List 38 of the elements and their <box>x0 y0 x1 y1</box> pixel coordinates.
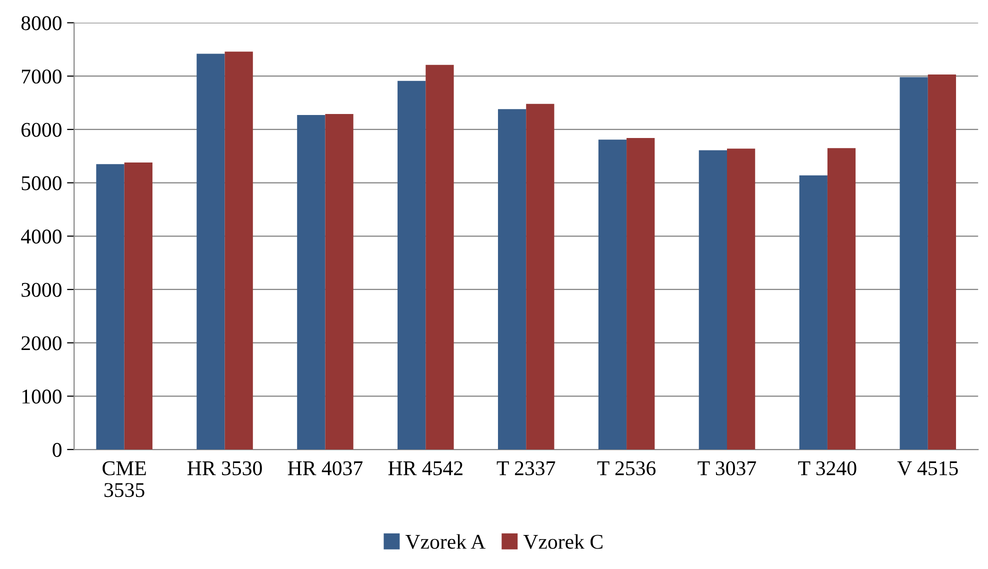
y-tick-label: 8000 <box>21 16 62 30</box>
y-tick-label: 4000 <box>21 230 62 244</box>
bar <box>626 138 655 450</box>
x-tick-label: HR 4542 <box>388 461 462 476</box>
bar <box>727 148 756 450</box>
y-tick-label: 6000 <box>22 122 62 137</box>
x-tick-label: T 2337 <box>496 461 556 476</box>
bar <box>598 140 627 450</box>
bar <box>426 64 454 450</box>
x-tick-label: HR 3530 <box>187 461 262 476</box>
y-tick-label: 3000 <box>22 282 62 297</box>
x-tick-label: T 3240 <box>798 461 856 476</box>
bar <box>325 114 354 450</box>
bar <box>827 148 856 450</box>
bar <box>398 80 426 450</box>
x-tick-label: T 2536 <box>597 461 656 476</box>
bar <box>124 162 152 450</box>
bar <box>900 77 928 450</box>
y-tick-label: 7000 <box>22 69 62 84</box>
y-tick-label: 1000 <box>22 390 62 404</box>
x-tick-label: CME 3535 <box>102 461 146 498</box>
x-tick-label: HR 4037 <box>288 461 363 476</box>
bar <box>498 109 526 450</box>
legend-label: Vzorek A <box>405 534 486 549</box>
x-tick-label: V 4515 <box>897 461 958 476</box>
bar <box>698 150 728 450</box>
x-tick-label: T 3037 <box>698 461 756 476</box>
bar <box>297 115 326 450</box>
bar <box>96 164 124 450</box>
y-tick-label: 2000 <box>22 336 62 350</box>
bar <box>224 52 253 450</box>
y-tick-label: 0 <box>52 442 62 457</box>
y-tick-label: 5000 <box>22 176 62 190</box>
legend-label: Vzorek C <box>523 534 602 549</box>
bar <box>928 74 956 450</box>
bar <box>526 104 554 450</box>
bar <box>799 175 828 450</box>
bar <box>196 54 225 450</box>
